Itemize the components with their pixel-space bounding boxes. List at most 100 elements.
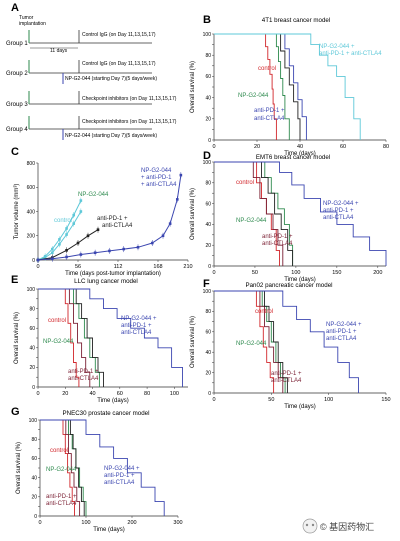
x-axis-label: Time (days post-tumor implantation)	[65, 271, 161, 277]
y-axis-label: Overall survival (%)	[190, 61, 196, 113]
data-point	[96, 228, 100, 231]
survival-curve	[214, 290, 284, 393]
panel-letter: F	[203, 278, 210, 290]
data-point	[136, 245, 140, 249]
survival-curve	[214, 161, 387, 266]
series-label: control	[255, 309, 273, 315]
x-tick-label: 0	[36, 391, 39, 397]
y-tick-label: 60	[31, 456, 37, 462]
y-tick-label: 20	[205, 370, 211, 376]
series-label: anti-PD-1 +	[68, 369, 99, 375]
panel-d-chart: D EMT6 breast cancer model 0 20 40 60 80 100 0 50…	[190, 150, 387, 283]
y-tick-label: 80	[31, 437, 37, 443]
series-label: + anti-PD-1	[141, 175, 172, 181]
series-label: anti-CTLA4	[46, 501, 77, 507]
x-tick-label: 100	[170, 391, 179, 397]
series-label: anti-PD-1 + anti-CTLA4	[319, 51, 382, 57]
series-label: anti-CTLA4	[271, 378, 302, 384]
x-tick-label: 0	[212, 397, 215, 403]
x-tick-label: 100	[324, 397, 333, 403]
series-label: anti-CTLA4	[68, 376, 99, 382]
survival-curve	[38, 288, 91, 387]
group-4-text2: NP-G2-044 (starting Day 7)(5 days/week)	[65, 133, 157, 139]
panel-e-chart: E LLC lung cancer model 0 20 40 60 80 100 0 20 40 6…	[11, 274, 188, 404]
panel-letter: D	[203, 150, 211, 162]
chart-title: PNEC30 prostate cancer model	[62, 410, 149, 417]
survival-curve	[40, 419, 81, 516]
x-tick-label: 20	[62, 391, 68, 397]
implantation-label-2: implantation	[19, 21, 46, 27]
implantation-label-1: Tumor	[19, 15, 34, 21]
watermark-text: © 基因药物汇	[320, 521, 374, 532]
x-tick-label: 20	[254, 144, 260, 150]
y-tick-label: 20	[205, 117, 211, 123]
series-line	[37, 229, 99, 261]
y-tick-label: 40	[205, 95, 211, 101]
series-label: NP-G2-044 +	[319, 44, 355, 50]
x-tick-label: 168	[153, 264, 162, 270]
y-tick-label: 40	[205, 350, 211, 356]
y-tick-label: 20	[31, 495, 37, 501]
y-tick-label: 0	[32, 258, 35, 264]
series-label: NP-G2-044	[236, 341, 267, 347]
y-tick-label: 80	[205, 53, 211, 59]
series-label: + anti-CTLA4	[141, 182, 177, 188]
y-tick-label: 100	[203, 289, 212, 295]
x-tick-label: 150	[381, 397, 390, 403]
x-tick-label: 40	[89, 391, 95, 397]
y-tick-label: 60	[205, 201, 211, 207]
y-axis-label: Overall survival (%)	[190, 316, 196, 368]
survival-curve	[214, 161, 294, 266]
survival-curve	[38, 288, 104, 387]
data-point	[179, 173, 183, 177]
chart-title: LLC lung cancer model	[74, 278, 138, 285]
x-tick-label: 0	[212, 144, 215, 150]
survival-curve	[40, 419, 165, 516]
x-tick-label: 80	[144, 391, 150, 397]
survival-curve	[214, 290, 359, 393]
series-label: NP-G2-044 +	[323, 201, 359, 207]
y-tick-label: 80	[29, 306, 35, 312]
x-tick-label: 50	[252, 270, 258, 276]
panel-g-chart: G PNEC30 prostate cancer model 0 20 40 60 80 10…	[11, 406, 183, 533]
y-tick-label: 0	[32, 385, 35, 391]
panel-letter: B	[203, 14, 211, 26]
x-tick-label: 60	[340, 144, 346, 150]
y-tick-label: 80	[205, 181, 211, 187]
series-label: anti-PD-1 +	[326, 329, 357, 335]
data-point	[79, 253, 83, 256]
panel-letter: E	[11, 274, 18, 286]
group-1-label: Group 1	[6, 41, 28, 47]
series-label: control	[236, 180, 254, 186]
data-point	[58, 242, 61, 246]
data-point	[79, 210, 83, 213]
data-point	[58, 238, 61, 241]
series-label: anti-CTLA4	[121, 330, 152, 336]
y-tick-label: 60	[29, 326, 35, 332]
data-point	[168, 222, 172, 225]
survival-curve	[38, 288, 100, 387]
survival-curve	[214, 290, 288, 393]
x-tick-label: 100	[81, 520, 90, 526]
data-point	[150, 241, 154, 245]
y-tick-label: 200	[27, 234, 36, 240]
y-tick-label: 60	[205, 330, 211, 336]
series-label: NP-G2-044 +	[326, 322, 362, 328]
series-label: control	[48, 318, 66, 324]
y-axis-label: Overall survival (%)	[14, 312, 20, 364]
x-tick-label: 60	[117, 391, 123, 397]
series-label: NP-G2-044	[43, 339, 74, 345]
x-axis-label: Time (days)	[284, 404, 315, 410]
panel-c-chart: C 0 200 400 600 800 0 56 112 168 210 Time (days pos…	[11, 146, 193, 277]
panel-b-chart: B 4T1 breast cancer model 0 20 40 60 80 100 0 20 4…	[190, 14, 389, 157]
data-point	[65, 233, 68, 236]
group-1-gap: 11 days	[50, 48, 68, 54]
data-point	[161, 234, 165, 238]
group-3-text: Checkpoint inhibitors (on Day 11,13,15,1…	[82, 96, 177, 102]
series-label: anti-CTLA4	[254, 116, 285, 122]
data-point	[65, 249, 68, 252]
y-tick-label: 800	[27, 161, 36, 167]
x-axis-label: Time (days)	[284, 151, 315, 157]
group-2-text2: NP-G2-044 (starting Day 7)(5 days/week)	[65, 76, 157, 82]
